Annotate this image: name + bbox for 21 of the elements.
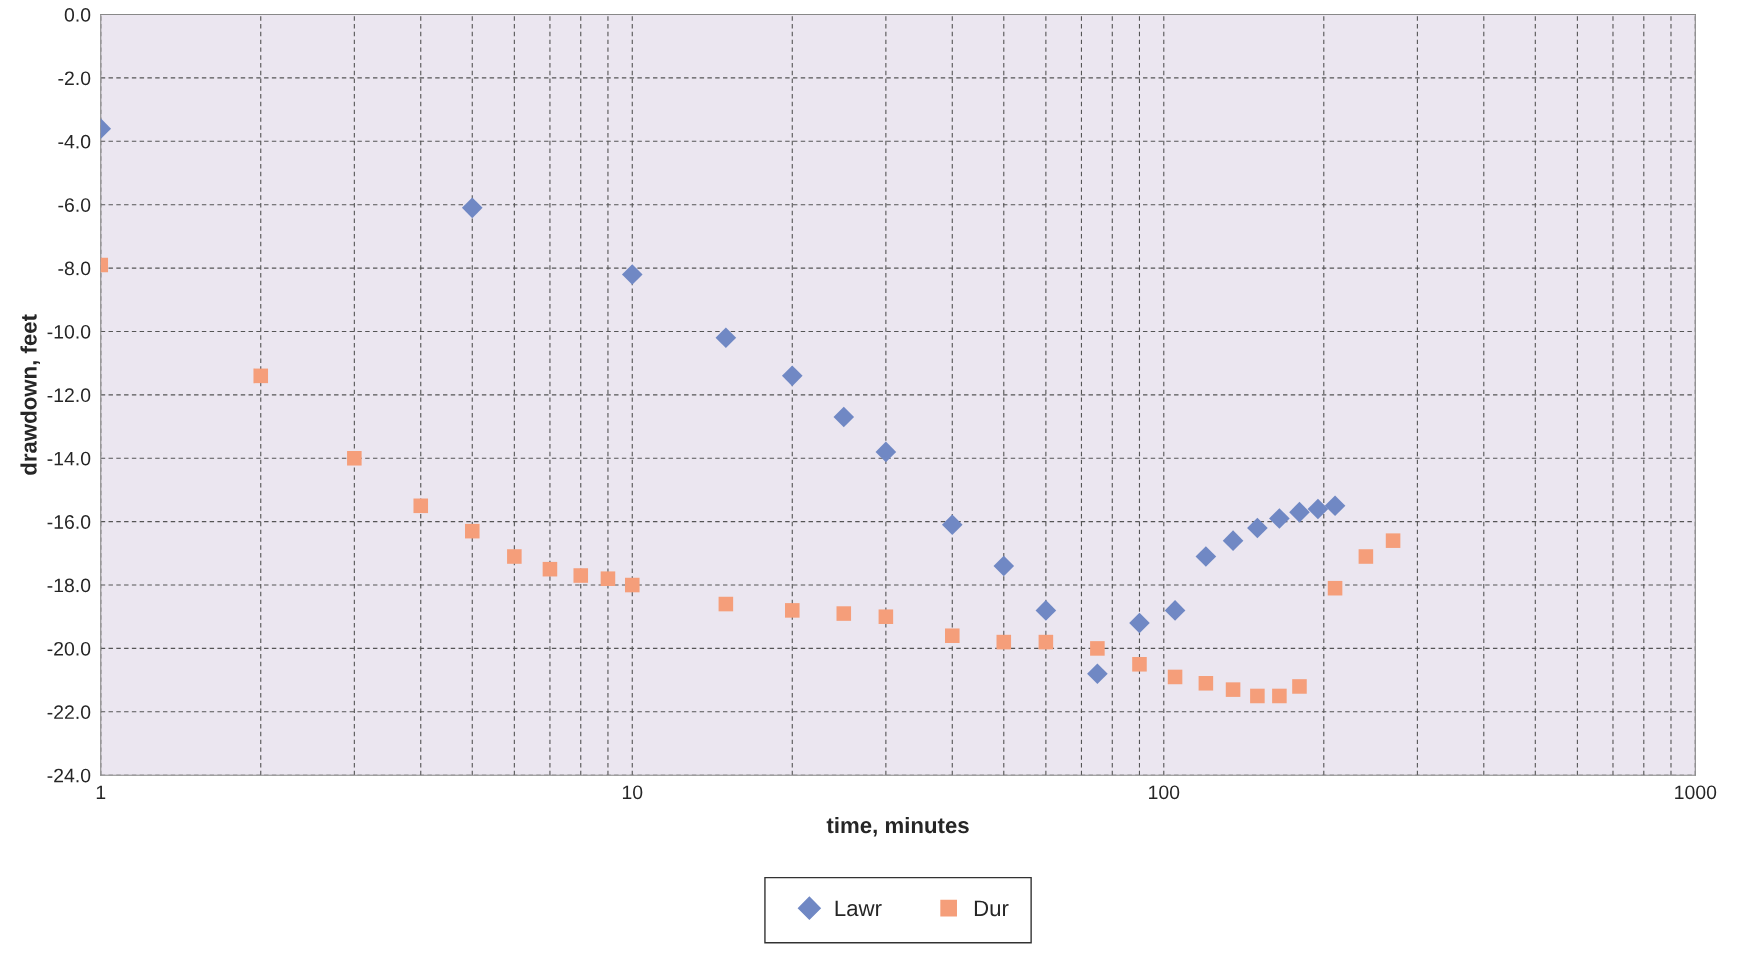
y-tick-label: -4.0 [58, 134, 91, 149]
y-tick-label: -8.0 [58, 261, 91, 276]
y-tick-label: -20.0 [47, 641, 91, 656]
y-tick-label: -10.0 [47, 324, 91, 339]
x-tick-label: 1 [96, 785, 106, 800]
x-tick-label: 100 [1149, 785, 1180, 800]
x-axis-title: time, minutes [826, 816, 969, 837]
y-tick-label: 0.0 [64, 8, 91, 22]
y-tick-label: -18.0 [47, 578, 91, 593]
x-tick-label: 10 [622, 785, 643, 800]
y-axis-title: drawdown, feet [20, 314, 40, 475]
y-tick-label: -12.0 [47, 388, 91, 403]
legend-label: Lawr [835, 900, 882, 917]
y-tick-label: -16.0 [47, 515, 91, 529]
legend-label: Dur [974, 900, 1009, 917]
y-tick-label: -2.0 [58, 71, 91, 86]
y-tick-label: -14.0 [47, 451, 91, 466]
y-tick-label: -22.0 [47, 705, 91, 720]
y-tick-label: -24.0 [47, 768, 91, 783]
y-tick-label: -6.0 [58, 198, 91, 212]
x-tick-label: 1000 [1675, 785, 1717, 800]
